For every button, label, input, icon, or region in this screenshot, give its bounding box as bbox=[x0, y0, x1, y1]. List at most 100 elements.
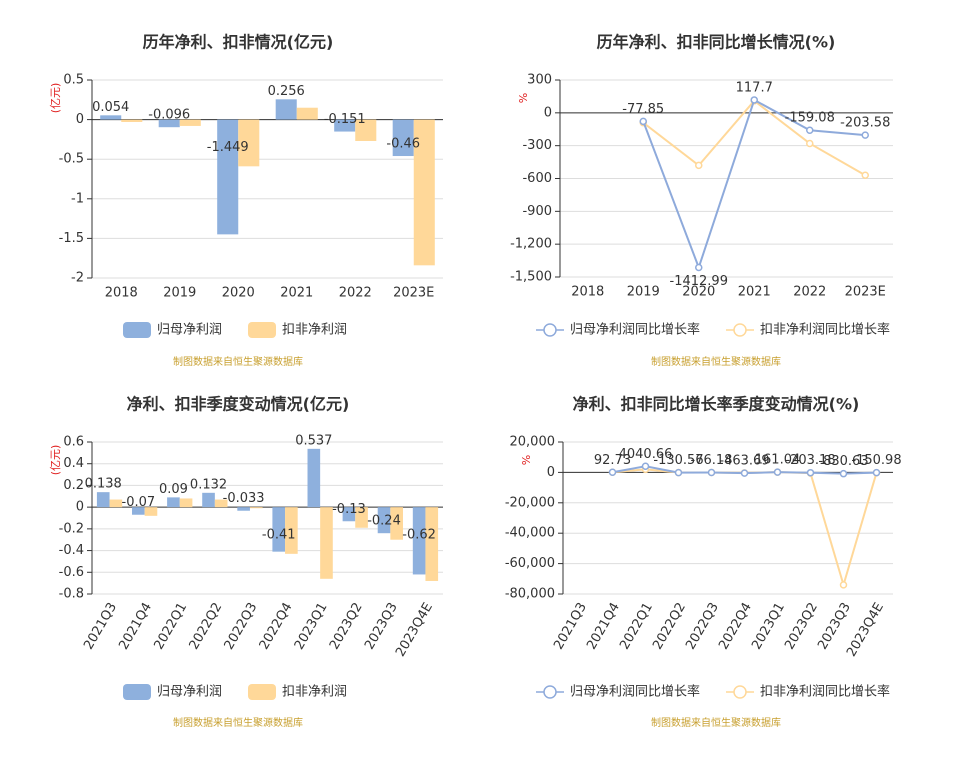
x-tick-label: 2018 bbox=[571, 285, 604, 300]
y-axis-label: % bbox=[520, 455, 533, 465]
data-label: -0.62 bbox=[402, 528, 436, 543]
y-tick-label: 0 bbox=[76, 112, 84, 127]
data-label: 92.73 bbox=[594, 453, 631, 468]
x-tick-label: 2022Q3 bbox=[222, 600, 261, 652]
legend-swatch bbox=[248, 684, 276, 700]
bar bbox=[272, 507, 286, 552]
y-tick-label: 300 bbox=[527, 73, 552, 88]
x-tick-label: 2022Q4 bbox=[257, 600, 296, 652]
x-tick-label: 2023E bbox=[393, 286, 434, 301]
source-note: 制图数据来自恒生聚源数据库 bbox=[651, 716, 781, 729]
bar bbox=[412, 507, 426, 575]
legend-label: 归母净利润 bbox=[157, 685, 222, 700]
y-tick-label: -2 bbox=[71, 271, 84, 286]
x-tick-label: 2019 bbox=[627, 285, 660, 300]
y-tick-label: 0 bbox=[76, 500, 84, 515]
y-tick-label: 20,000 bbox=[510, 435, 556, 450]
y-tick-label: -60,000 bbox=[505, 556, 555, 571]
data-label: 117.7 bbox=[736, 80, 773, 95]
bar bbox=[334, 119, 356, 132]
x-tick-label: 2023Q3 bbox=[362, 600, 401, 652]
bar bbox=[132, 507, 145, 515]
bar bbox=[179, 498, 193, 508]
legend-label: 扣非净利润 bbox=[282, 685, 347, 700]
data-label: -463.69 bbox=[719, 454, 769, 469]
data-label: -0.033 bbox=[223, 491, 265, 506]
bar bbox=[355, 119, 377, 141]
point bbox=[750, 96, 758, 104]
data-label: -0.46 bbox=[386, 137, 420, 152]
legend-swatch bbox=[543, 323, 557, 337]
point bbox=[861, 171, 869, 179]
legend-label: 归母净利润同比增长率 bbox=[570, 322, 700, 338]
legend-label: 扣非净利润 bbox=[282, 323, 347, 338]
bar bbox=[307, 448, 321, 508]
data-label: 0.054 bbox=[92, 100, 129, 115]
x-tick-label: 2023Q2 bbox=[327, 600, 366, 652]
bar bbox=[179, 119, 201, 126]
legend-label: 归母净利润同比增长率 bbox=[570, 684, 700, 700]
y-tick-label: -80,000 bbox=[505, 587, 555, 602]
legend-swatch bbox=[733, 323, 747, 337]
bar bbox=[167, 497, 180, 508]
x-tick-label: 2022Q2 bbox=[187, 600, 226, 652]
legend-swatch bbox=[123, 684, 151, 700]
bar bbox=[109, 499, 123, 508]
y-tick-label: -0.5 bbox=[59, 152, 84, 167]
chart-title: 净利、扣非同比增长率季度变动情况(%) bbox=[573, 395, 860, 414]
bar bbox=[249, 507, 263, 509]
bar bbox=[320, 507, 333, 579]
bar bbox=[296, 107, 318, 120]
y-tick-label: 0 bbox=[544, 105, 552, 120]
data-label: -130.56 bbox=[653, 453, 703, 468]
y-tick-label: -1,500 bbox=[510, 270, 552, 285]
bar bbox=[425, 507, 439, 581]
chart-title: 净利、扣非季度变动情况(亿元) bbox=[127, 395, 350, 414]
data-label: 0.138 bbox=[85, 477, 122, 492]
y-axis-label: (亿元) bbox=[49, 445, 62, 476]
y-tick-label: -600 bbox=[522, 171, 552, 186]
source-note: 制图数据来自恒生聚源数据库 bbox=[651, 355, 781, 368]
data-label: -0.096 bbox=[148, 108, 190, 123]
x-tick-label: 2022Q1 bbox=[151, 600, 190, 652]
y-tick-label: -1.5 bbox=[59, 231, 84, 246]
data-label: 4040.66 bbox=[619, 447, 673, 462]
data-label: 0.256 bbox=[268, 84, 305, 99]
x-tick-label: 2021 bbox=[738, 285, 771, 300]
point bbox=[674, 468, 683, 477]
bar bbox=[390, 507, 403, 540]
data-label: 0.09 bbox=[159, 482, 188, 497]
x-tick-label: 2023Q1 bbox=[292, 600, 331, 652]
y-tick-label: -0.6 bbox=[59, 565, 84, 580]
y-tick-label: -0.2 bbox=[59, 521, 84, 536]
data-label: -830.63 bbox=[818, 454, 868, 469]
y-tick-label: -20,000 bbox=[505, 495, 555, 510]
point bbox=[639, 117, 647, 126]
point bbox=[773, 468, 782, 476]
bar bbox=[377, 507, 391, 534]
line bbox=[612, 468, 878, 589]
data-label: 0.537 bbox=[295, 433, 332, 448]
y-tick-label: 0.6 bbox=[63, 435, 84, 450]
data-label: -0.151 bbox=[324, 112, 366, 127]
bar bbox=[214, 499, 228, 508]
bar bbox=[144, 507, 158, 516]
point bbox=[806, 126, 814, 134]
point bbox=[806, 139, 814, 148]
chart-title: 历年净利、扣非情况(亿元) bbox=[143, 33, 334, 52]
y-axis-label: % bbox=[517, 93, 530, 103]
x-tick-label: 2018 bbox=[105, 286, 138, 301]
bar bbox=[100, 115, 122, 120]
bar bbox=[413, 119, 435, 266]
data-label: -1412.99 bbox=[670, 274, 728, 289]
point bbox=[707, 468, 716, 477]
legend-swatch bbox=[543, 685, 557, 699]
y-tick-label: 0.5 bbox=[63, 73, 84, 88]
bar bbox=[285, 507, 298, 554]
data-label: -1.449 bbox=[207, 140, 249, 155]
y-axis-label: (亿元) bbox=[49, 83, 62, 114]
data-label: -159.08 bbox=[785, 111, 835, 126]
bar bbox=[158, 119, 180, 128]
point bbox=[641, 462, 650, 471]
x-tick-label: 2021Q4 bbox=[116, 600, 155, 652]
